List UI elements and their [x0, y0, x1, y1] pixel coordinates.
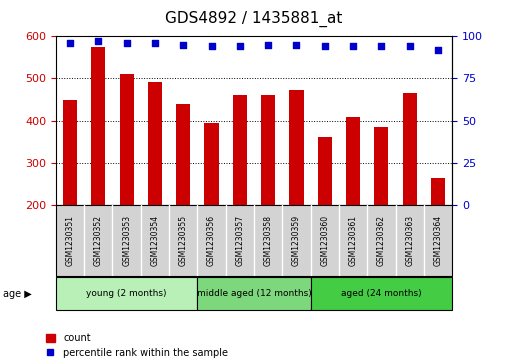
Point	[264, 42, 272, 48]
Bar	[318, 137, 332, 205]
Text: GSM1230357: GSM1230357	[235, 215, 244, 266]
Bar	[56, 277, 198, 310]
Text: age ▶: age ▶	[3, 289, 31, 299]
Bar	[233, 95, 247, 205]
Bar	[119, 74, 134, 205]
Text: GSM1230360: GSM1230360	[320, 215, 329, 266]
Bar	[346, 117, 360, 205]
Text: GSM1230352: GSM1230352	[94, 215, 103, 266]
Point	[405, 44, 414, 49]
Bar	[91, 47, 106, 205]
Point	[151, 40, 159, 46]
Text: GSM1230355: GSM1230355	[179, 215, 188, 266]
Point	[122, 40, 131, 46]
Text: aged (24 months): aged (24 months)	[341, 289, 422, 298]
Point	[321, 44, 329, 49]
Text: GSM1230361: GSM1230361	[348, 215, 358, 266]
Bar	[261, 95, 275, 205]
Point	[66, 40, 74, 46]
Text: GSM1230358: GSM1230358	[264, 215, 273, 266]
Point	[179, 42, 187, 48]
Bar	[431, 178, 445, 205]
Point	[207, 44, 215, 49]
Point	[94, 38, 103, 44]
Bar	[310, 277, 452, 310]
Text: GSM1230354: GSM1230354	[150, 215, 160, 266]
Point	[293, 42, 301, 48]
Legend: count, percentile rank within the sample: count, percentile rank within the sample	[46, 333, 228, 358]
Text: GSM1230362: GSM1230362	[377, 215, 386, 266]
Bar	[290, 90, 304, 205]
Text: young (2 months): young (2 months)	[86, 289, 167, 298]
Bar	[176, 104, 190, 205]
Bar	[374, 127, 389, 205]
Bar	[403, 93, 417, 205]
Point	[377, 44, 386, 49]
Text: GDS4892 / 1435881_at: GDS4892 / 1435881_at	[165, 11, 343, 27]
Text: GSM1230356: GSM1230356	[207, 215, 216, 266]
Text: GSM1230359: GSM1230359	[292, 215, 301, 266]
Point	[349, 44, 357, 49]
Point	[434, 47, 442, 53]
Bar	[63, 99, 77, 205]
Text: GSM1230353: GSM1230353	[122, 215, 131, 266]
Text: middle aged (12 months): middle aged (12 months)	[197, 289, 311, 298]
Bar	[204, 123, 218, 205]
Text: GSM1230351: GSM1230351	[66, 215, 75, 266]
Point	[236, 44, 244, 49]
Text: GSM1230363: GSM1230363	[405, 215, 414, 266]
Bar	[198, 277, 310, 310]
Text: GSM1230364: GSM1230364	[433, 215, 442, 266]
Bar	[148, 82, 162, 205]
